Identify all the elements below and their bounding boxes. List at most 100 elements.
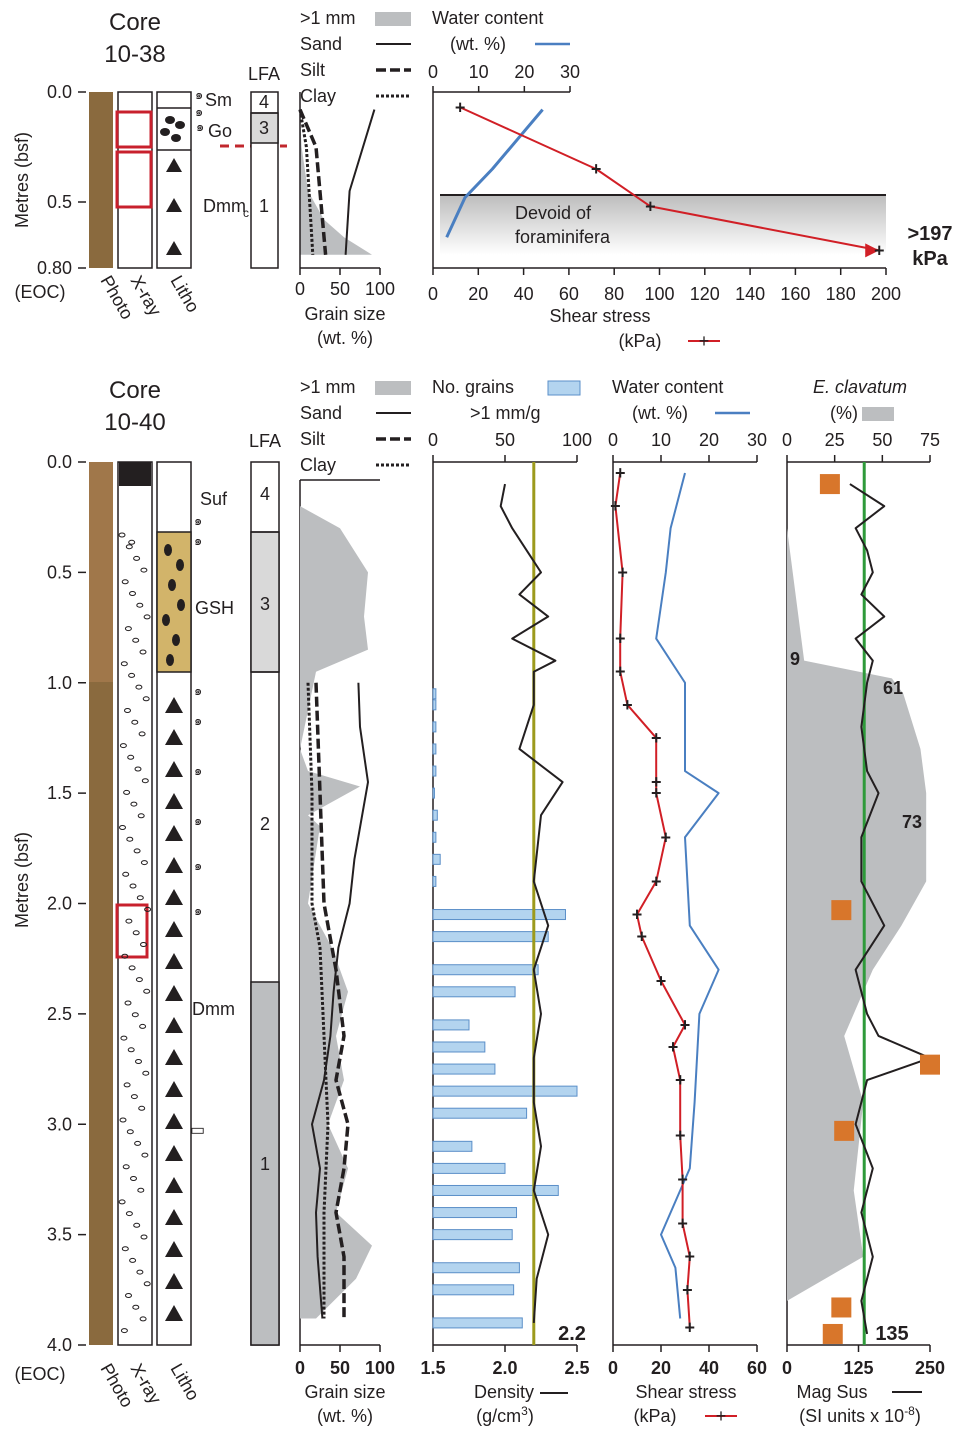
core-1040-shear-tick: 40 (699, 1358, 719, 1378)
core-1040-shear-point: + (651, 783, 662, 803)
fossil-shell-icon: ๑ (194, 903, 202, 918)
core-1040-depth-tick: 0.5 (47, 562, 72, 582)
core-1038-shear-axis-label: Shear stress (549, 306, 650, 326)
core-1040-gravel-clast (168, 579, 176, 591)
core-1040-title-line2: 10-40 (104, 409, 165, 436)
core-1038-grain-tick: 0 (295, 279, 305, 299)
core-1040-xray-clast (131, 1012, 139, 1018)
core-1038-shear-point: + (874, 240, 885, 260)
core-1038-water-tick: 0 (428, 62, 438, 82)
core-1040-xray-clast (132, 637, 140, 643)
core-1040-shear-legend-marker: + (716, 1406, 727, 1426)
core-1040-xray-clast (121, 1246, 129, 1252)
core-1040-xray-clast (139, 1316, 147, 1322)
core-1040-grains-bar (432, 1207, 518, 1219)
core-1040-xray-clast (143, 614, 151, 620)
core-1040-grains-tick: 0 (428, 430, 438, 450)
core-1040-shear-point: + (661, 827, 672, 847)
fossil-shell-icon: ๑ (196, 119, 204, 134)
core-1040-shear-tick: 60 (747, 1358, 767, 1378)
core-1040-xray-clast (141, 778, 149, 784)
core-1040-xray-clast (121, 579, 129, 585)
core-1038-xray-box-upper (115, 110, 153, 149)
core-1038-shear-tick: 80 (604, 284, 624, 304)
core-1040-grains-bar (432, 721, 437, 733)
core-1040-lfa-unit1-fill (250, 981, 280, 1346)
core-1038-shear-point: + (591, 159, 602, 179)
core-1038-depth-tick: 0.0 (47, 82, 72, 102)
core-1040-xray-clast (128, 965, 136, 971)
core-1040-xray-clast (119, 825, 126, 830)
core-1038-diamict-triangle (166, 158, 182, 172)
core-1040-xray-clast (140, 860, 148, 866)
fossil-shell-icon: ๑ (195, 87, 203, 102)
core-1038-shear-tick: 60 (559, 284, 579, 304)
core-1040-diamict-triangle (165, 825, 183, 841)
core-1040-depth-tick: 2.0 (47, 894, 72, 914)
core-1040-legend-grains-unit: >1 mm/g (470, 403, 541, 423)
core-1040-grains-bar (432, 875, 437, 887)
core-1040-eclav-tick: 50 (872, 430, 892, 450)
core-1040-diamict-triangle (165, 729, 183, 745)
core-1040-diamict-triangle (165, 857, 183, 873)
core-1040-xray-clast (133, 555, 141, 561)
core-1040-xray-clast (129, 883, 137, 889)
core-1040-xray-clast (136, 895, 144, 901)
core-1040-legend-coarse: >1 mm (300, 377, 356, 397)
core-1040-diamict-triangle (165, 889, 183, 905)
core-1040-depth-tick: 1.0 (47, 673, 72, 693)
core-1040-litho-label: Litho (167, 1360, 204, 1404)
core-1040-xray-clast (129, 1257, 137, 1263)
core-1040-xray-clast (137, 813, 145, 819)
core-1040-depth-tick: 3.0 (47, 1114, 72, 1134)
core-1040-xray-clast (127, 1047, 135, 1053)
core-1038-shear-tick: 160 (780, 284, 810, 304)
core-1040-xray-clast (119, 743, 127, 749)
core-1038-shear-axis-unit: (kPa) (618, 331, 661, 351)
core-1038-depth-tick: 0.80 (37, 258, 72, 278)
core-1040-grain-axis-unit: (wt. %) (317, 1406, 373, 1426)
core-1040-eclav-area (787, 528, 927, 1301)
core-1038-legend-clay: Clay (300, 86, 336, 106)
core-1040-shear-point: + (685, 1317, 696, 1337)
core-1040-grain-clay-line (306, 682, 330, 1319)
core-1038-gravel-clast (165, 116, 175, 124)
core-1038-xray-box-lower (115, 150, 153, 209)
core-1038-water-tick: 10 (469, 62, 489, 82)
core-1038-facies-dmmc: Dmm (203, 196, 246, 216)
core-1040-grains-bar (432, 986, 516, 998)
fossil-shell-icon: ๑ (194, 813, 202, 828)
core-1040-grains-bar (432, 931, 549, 943)
core-1040-xray-clast (122, 1164, 130, 1170)
core-1040-water-tick: 0 (608, 430, 618, 450)
core-1038-gravel-clast (160, 128, 170, 136)
core-1038-facies-dmmc-subscript: c (243, 206, 249, 220)
core-1040-eclav-tick: 75 (920, 430, 940, 450)
core-1040-xray-clast (125, 918, 133, 924)
core-1040-shear-point: + (615, 463, 626, 483)
core-1040-shear-point: + (680, 1015, 691, 1035)
core-1040-diamict-triangle (165, 1145, 183, 1161)
core-1040-legend-grains: No. grains (432, 377, 514, 397)
core-1040-shear-point: + (677, 1214, 688, 1234)
fossil-shell-icon: ๑ (194, 763, 202, 778)
core-1040-xray-clast (135, 1059, 142, 1064)
core-1040-magsus-axis-unit: (SI units x 10-8) (799, 1404, 921, 1426)
core-1040-grains-bar (432, 809, 438, 821)
core-1040-xray-clast (136, 1269, 144, 1275)
core-1038-shear-tick: 120 (690, 284, 720, 304)
core-1040-density-tick: 2.5 (564, 1358, 589, 1378)
core-1038-gravel-clast (171, 134, 181, 142)
core-1040-water-tick: 30 (747, 430, 767, 450)
core-1038-legend-water: Water content (432, 8, 543, 28)
core-1040-diamict-triangle (165, 1305, 183, 1321)
core-1038-water-tick: 20 (514, 62, 534, 82)
core-1040-water-line (655, 472, 720, 1319)
core-1040-grain-axis-label: Grain size (304, 1382, 385, 1402)
core-1040-grains-bar (432, 787, 435, 799)
core-1040-gravel-clast (166, 654, 174, 666)
core-1040-xray-clast (134, 766, 142, 772)
core-1040-clast-icon: ▭ (190, 1122, 205, 1139)
core-1040-eoc-label: (EOC) (15, 1364, 66, 1384)
core-1040-depth-tick: 2.5 (47, 1004, 72, 1024)
